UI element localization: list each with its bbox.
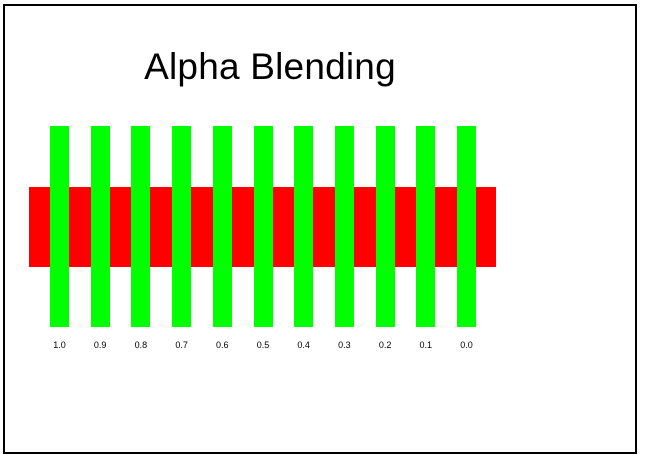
alpha-label: 0.3 [338, 340, 351, 350]
alpha-label: 0.9 [93, 340, 107, 350]
green-bar [416, 126, 436, 327]
green-bar [50, 126, 69, 327]
green-bar [375, 126, 395, 327]
alpha-label: 0.1 [419, 340, 433, 350]
alpha-label: 0.8 [134, 340, 148, 350]
alpha-label: 0.6 [216, 340, 229, 350]
alpha-label: 0.4 [297, 340, 310, 350]
alpha-label: 0.7 [175, 340, 188, 350]
green-bar [172, 126, 192, 327]
alpha-label: 0.5 [256, 340, 270, 350]
green-bar [457, 126, 476, 327]
green-bar [131, 126, 151, 327]
green-bar [294, 126, 314, 327]
alpha-label: 0.2 [378, 340, 392, 350]
green-bar [90, 126, 110, 327]
alpha-label: 0.0 [460, 340, 473, 350]
green-bar [212, 126, 232, 327]
diagram-title: Alpha Blending [144, 46, 396, 87]
green-bar [253, 126, 273, 327]
green-bar [334, 126, 354, 327]
alpha-label: 1.0 [53, 340, 66, 350]
